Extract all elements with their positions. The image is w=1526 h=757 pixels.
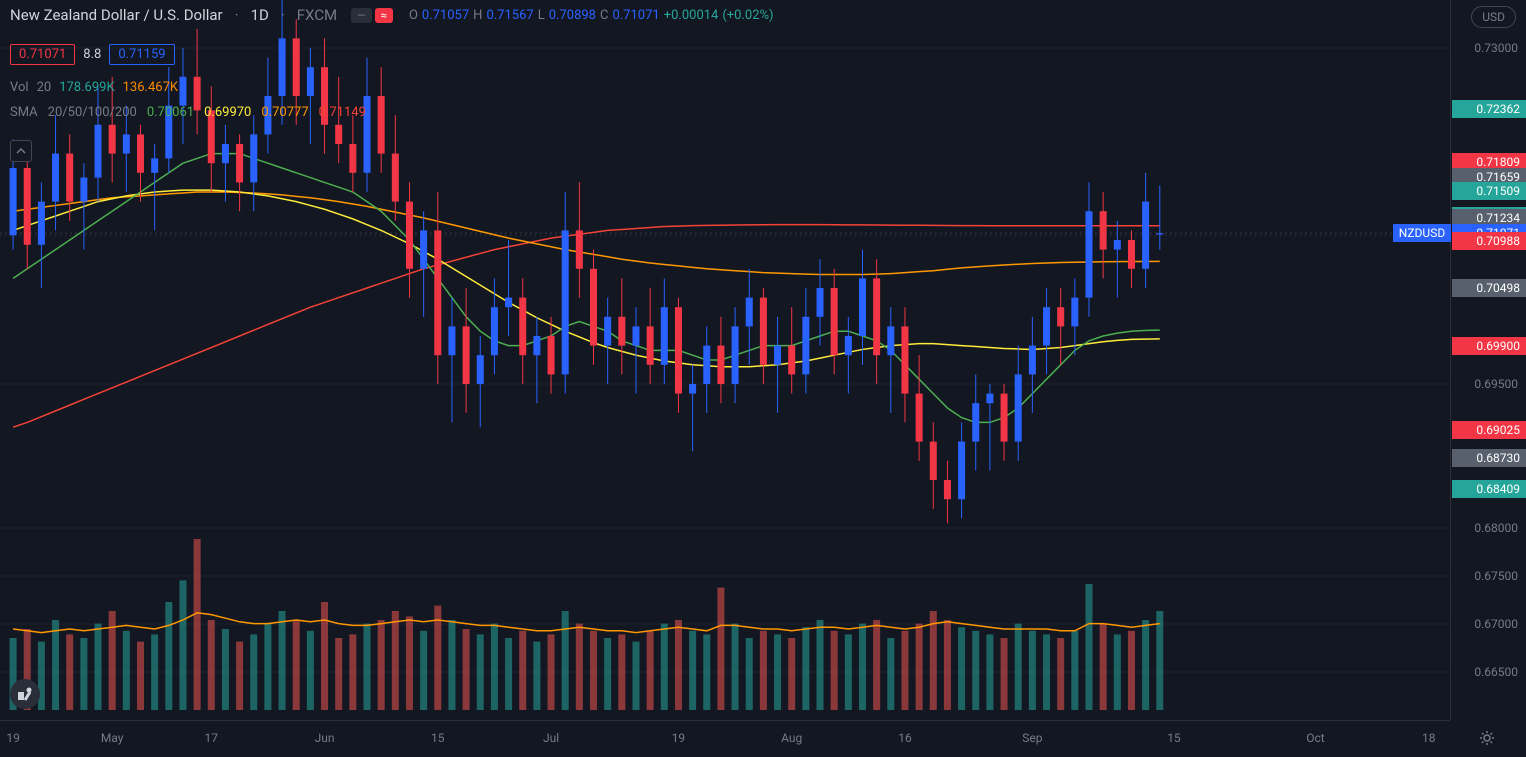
x-tick: Aug <box>781 731 802 745</box>
y-price-label: 0.72362 <box>1452 100 1526 118</box>
ohlc-change: +0.00014 <box>664 8 719 23</box>
symbol-title[interactable]: New Zealand Dollar / U.S. Dollar <box>10 6 223 24</box>
y-price-label: 0.69025 <box>1452 421 1526 439</box>
x-tick: 17 <box>205 731 219 745</box>
y-tick: 0.73000 <box>1474 41 1518 55</box>
y-price-label: 0.71509 <box>1452 182 1526 200</box>
ohlc-change-pct: (+0.02%) <box>722 8 773 23</box>
x-tick: May <box>101 731 124 745</box>
ohlc-o-label: O <box>409 8 418 23</box>
broker-label: FXCM <box>297 6 337 24</box>
y-tick: 0.67000 <box>1474 617 1518 631</box>
ohlc-h: 0.71567 <box>486 8 533 23</box>
x-tick: 15 <box>1167 731 1181 745</box>
badge-realtime: ≈ <box>375 8 393 23</box>
y-price-label: 0.69900 <box>1452 337 1526 355</box>
settings-button[interactable] <box>1478 729 1498 749</box>
sma-periods: 20/50/100/200 <box>48 105 137 120</box>
vol-value2: 136.467K <box>123 80 178 95</box>
sma-50: 0.69970 <box>204 105 251 120</box>
y-tick: 0.69500 <box>1474 377 1518 391</box>
ask-price[interactable]: 0.71159 <box>109 44 174 65</box>
header-badges: — ≈ <box>351 8 393 23</box>
sma-100: 0.70777 <box>261 105 308 120</box>
y-symbol-label: NZDUSD <box>1393 224 1451 242</box>
x-tick: 15 <box>431 731 445 745</box>
x-tick: 18 <box>1422 731 1436 745</box>
bid-price[interactable]: 0.71071 <box>10 44 75 65</box>
ohlc-c-label: C <box>600 8 608 23</box>
y-tick: 0.66500 <box>1474 665 1518 679</box>
sma-label: SMA <box>10 105 38 120</box>
ohlc-l-label: L <box>538 8 545 23</box>
sma-20: 0.70061 <box>147 105 194 120</box>
x-tick: 19 <box>6 731 20 745</box>
vol-value1: 178.699K <box>59 80 114 95</box>
spread: 8.8 <box>83 47 101 62</box>
x-tick: Jun <box>315 731 335 745</box>
dot-sep: · <box>235 6 239 24</box>
x-tick: Oct <box>1306 731 1324 745</box>
sma-legend: SMA 20/50/100/200 0.70061 0.69970 0.7077… <box>10 105 366 120</box>
ohlc-row: O 0.71057 H 0.71567 L 0.70898 C 0.71071 … <box>409 8 774 23</box>
vol-label: Vol <box>10 80 29 95</box>
dot-sep2: · <box>281 6 285 24</box>
y-price-label: 0.68730 <box>1452 449 1526 467</box>
bid-ask-row: 0.71071 8.8 0.71159 <box>10 44 175 65</box>
sma-200: 0.71149 <box>319 105 366 120</box>
chevron-up-icon <box>16 146 26 156</box>
collapse-legend-button[interactable] <box>10 140 32 162</box>
x-tick: Jul <box>543 731 559 745</box>
y-tick: 0.67500 <box>1474 569 1518 583</box>
y-price-label: 0.68409 <box>1452 480 1526 498</box>
gear-icon <box>1478 729 1496 747</box>
x-tick: 19 <box>672 731 686 745</box>
vol-period: 20 <box>37 80 52 95</box>
ohlc-h-label: H <box>473 8 482 23</box>
ohlc-c: 0.71071 <box>612 8 659 23</box>
x-axis[interactable]: 19 May 17 Jun 15 Jul 19 Aug 16 Sep 15 Oct 18 <box>0 720 1450 757</box>
y-axis[interactable]: 0.73000 0.69500 0.68000 0.67500 0.67000 0.665… <box>1450 0 1526 720</box>
interval-label[interactable]: 1D <box>251 6 269 24</box>
badge-delayed: — <box>351 8 372 23</box>
x-tick: Sep <box>1022 731 1042 745</box>
tv-icon <box>17 686 33 702</box>
ohlc-o: 0.71057 <box>422 8 469 23</box>
ohlc-l: 0.70898 <box>549 8 596 23</box>
y-price-label: 0.70498 <box>1452 279 1526 297</box>
y-price-label: 0.70988 <box>1452 232 1526 250</box>
currency-selector[interactable]: USD <box>1471 6 1516 28</box>
y-tick: 0.68000 <box>1474 521 1518 535</box>
currency-label: USD <box>1482 10 1505 24</box>
x-tick: 16 <box>898 731 912 745</box>
volume-legend: Vol 20 178.699K 136.467K <box>10 80 178 95</box>
tradingview-logo[interactable] <box>10 679 40 709</box>
chart-header: New Zealand Dollar / U.S. Dollar · 1D · … <box>10 6 774 24</box>
